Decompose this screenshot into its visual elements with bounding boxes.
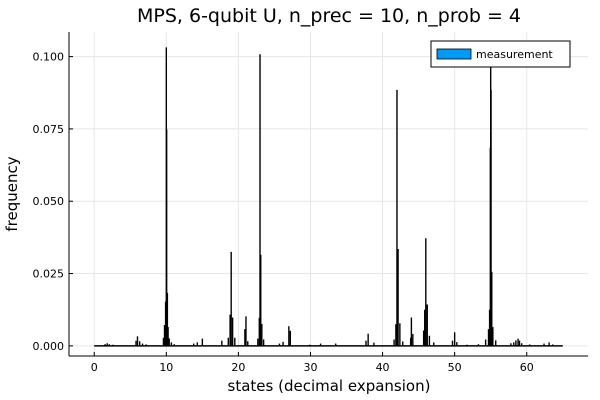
grid-lines	[69, 32, 588, 356]
y-tick-label: 0.075	[33, 123, 65, 136]
x-ticks: 0 10 20 30 40 50 60	[91, 352, 534, 374]
x-tick-label: 10	[159, 361, 173, 374]
chart-title: MPS, 6-qubit U, n_prec = 10, n_prob = 4	[137, 5, 521, 27]
x-tick-label: 50	[448, 361, 462, 374]
y-axis-label: frequency	[3, 156, 21, 231]
x-tick-label: 40	[376, 361, 390, 374]
y-tick-label: 0.025	[33, 268, 65, 281]
y-ticks: 0.000 0.025 0.050 0.075 0.100	[33, 51, 73, 353]
y-tick-label: 0.050	[33, 195, 65, 208]
y-tick-label: 0.000	[33, 340, 65, 353]
legend-label: measurement	[476, 48, 553, 61]
bars	[94, 40, 563, 347]
legend-swatch	[436, 48, 472, 60]
y-tick-label: 0.100	[33, 51, 65, 64]
x-tick-label: 20	[231, 361, 245, 374]
legend: measurement	[430, 40, 571, 68]
x-tick-label: 60	[520, 361, 534, 374]
x-axis-label: states (decimal expansion)	[228, 377, 431, 395]
axes	[68, 32, 588, 357]
x-tick-label: 0	[91, 361, 98, 374]
x-tick-label: 30	[303, 361, 317, 374]
